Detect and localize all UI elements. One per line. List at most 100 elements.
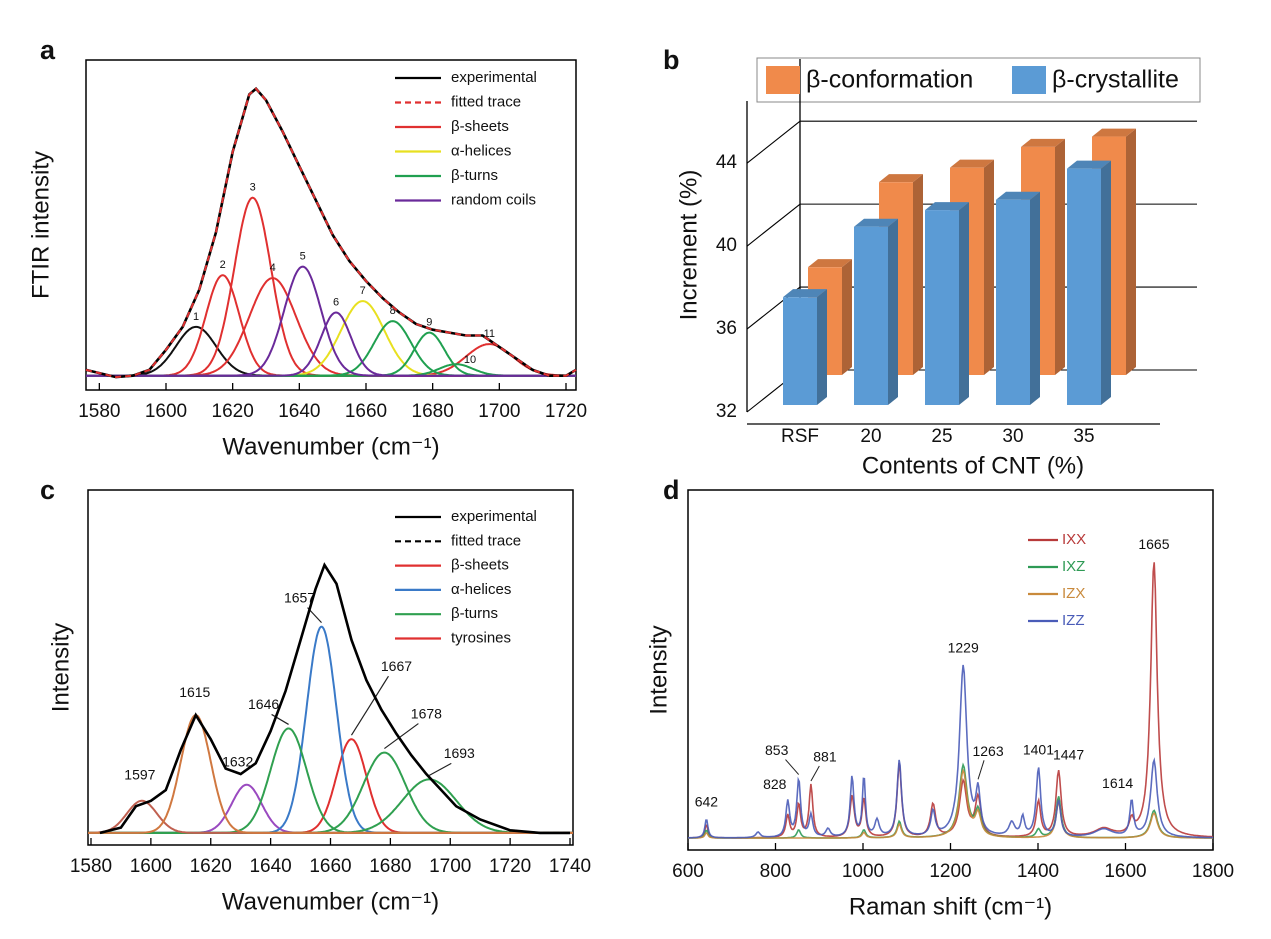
y-tick-label: 32 [716,401,737,422]
legend-label: β-turns [451,605,498,622]
x-axis-title: Wavenumber (cm⁻¹) [222,433,439,460]
peak-label: 1263 [972,743,1003,759]
x-tick-label: 35 [1073,426,1094,447]
grid-line [746,120,801,164]
component-peak [86,331,576,377]
panel-letter: d [663,475,680,505]
x-tick-label: 800 [760,861,792,882]
legend-swatch [766,66,800,94]
bar-side [1101,160,1111,405]
bar-side [1055,138,1065,375]
y-tick-label: 40 [716,235,737,256]
x-tick-label: RSF [781,426,819,447]
leader-line [384,723,419,750]
x-tick-label: 1600 [1104,861,1146,882]
peak-label: 10 [464,354,476,366]
peak-label: 2 [220,259,226,271]
legend-label: experimental [451,508,537,525]
bar-top [996,191,1040,200]
bar-top [808,259,852,268]
peak-label: 1667 [381,658,412,674]
legend-label: fitted trace [451,532,521,549]
x-tick-label: 1620 [212,401,254,422]
legend-swatch [1012,66,1046,94]
legend-label: IXZ [1062,558,1085,575]
bar [996,199,1030,405]
bar-top [783,289,827,298]
component-peak [86,274,576,377]
legend-label: tyrosines [451,629,511,646]
y-tick-label: 44 [716,152,738,173]
peak-label: 1632 [222,753,253,769]
component-peak [86,277,576,377]
peak-label: 1229 [948,640,979,656]
bar-side [913,174,923,375]
x-tick-label: 1580 [70,856,112,877]
leader-line [977,760,985,780]
bar-side [959,202,969,405]
bar-top [1092,128,1136,137]
leader-line [350,675,389,736]
legend-label: fitted trace [451,93,521,110]
bar-side [1126,128,1136,375]
x-tick-label: 1740 [549,856,591,877]
panel-letter: b [663,45,680,75]
x-tick-label: 1660 [345,401,387,422]
legend-label: IZX [1062,585,1085,602]
legend-label: β-conformation [806,66,973,94]
legend-label: β-sheets [451,118,509,135]
y-axis-title: Intensity [645,625,672,714]
panel-letter: a [40,35,56,65]
x-tick-label: 1720 [545,401,587,422]
legend-label: experimental [451,69,537,86]
x-tick-label: 20 [860,426,881,447]
x-tick-label: 1660 [309,856,351,877]
spectrum-line [688,664,1214,839]
leader-line [271,713,289,725]
series-line [85,86,577,379]
leader-line [429,762,452,776]
x-tick-label: 30 [1002,426,1023,447]
x-tick-label: 1800 [1192,861,1234,882]
peak-label: 642 [695,793,719,809]
peak-label: 1678 [411,705,442,721]
peak-label: 6 [333,296,339,308]
peak-label: 881 [813,749,837,765]
leader-line [785,759,800,775]
y-axis-title: FTIR intensity [27,151,54,299]
peak-label: 1447 [1053,747,1084,763]
x-tick-label: 1700 [478,401,520,422]
component-peak [86,311,576,377]
legend-label: α-helices [451,142,511,159]
grid-line [746,203,801,247]
component-peak [88,714,573,834]
legend-label: random coils [451,191,536,208]
bar [1067,168,1101,405]
x-tick-label: 1640 [249,856,291,877]
peak-label: 1665 [1138,536,1169,552]
peak-label: 1597 [124,766,155,782]
leader-line [810,765,820,782]
legend-label: β-turns [451,167,498,184]
x-axis-title: Wavenumber (cm⁻¹) [222,888,439,915]
bar-side [888,218,898,405]
x-tick-label: 1680 [412,401,454,422]
peak-label: 1401 [1023,741,1054,757]
x-axis-title: Contents of CNT (%) [862,452,1084,479]
bar-top [1021,138,1065,147]
peak-label: 1 [193,311,199,323]
y-axis-title: Increment (%) [675,170,702,321]
x-tick-label: 25 [931,426,952,447]
component-peak [86,300,576,377]
legend-label: α-helices [451,581,511,598]
y-axis-title: Intensity [47,623,74,712]
bar-side [842,259,852,375]
x-axis-title: Raman shift (cm⁻¹) [849,893,1052,920]
x-tick-label: 1620 [190,856,232,877]
bar-side [984,159,994,375]
spectrum-line [688,768,1213,839]
x-tick-label: 1580 [78,401,120,422]
peak-label: 1693 [444,745,475,761]
bar-side [1030,191,1040,405]
x-tick-label: 1700 [429,856,471,877]
